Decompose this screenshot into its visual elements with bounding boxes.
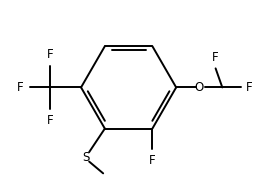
Text: O: O xyxy=(195,81,204,94)
Text: F: F xyxy=(149,154,156,167)
Text: F: F xyxy=(47,114,54,127)
Text: F: F xyxy=(17,81,24,94)
Text: S: S xyxy=(82,151,90,164)
Text: F: F xyxy=(212,51,219,64)
Text: F: F xyxy=(47,48,54,61)
Text: F: F xyxy=(246,81,252,94)
